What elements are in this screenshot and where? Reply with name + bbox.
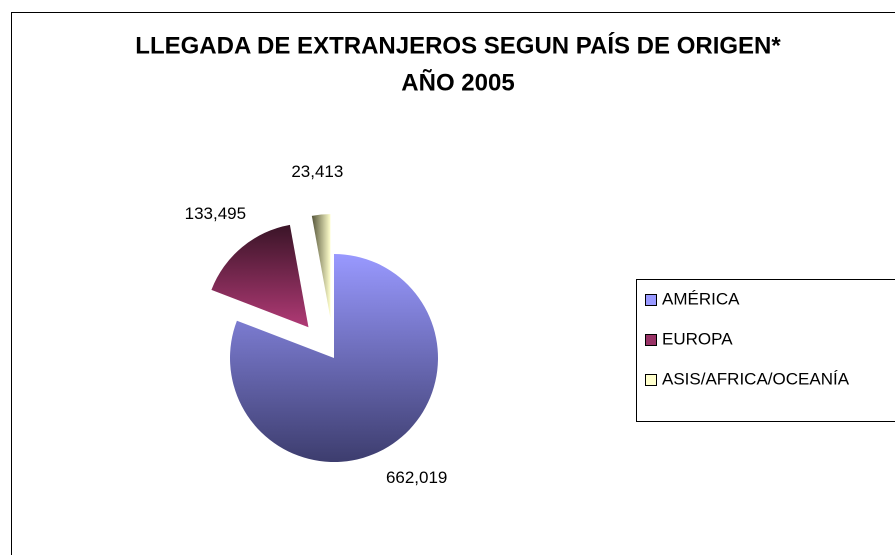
legend-swatch xyxy=(645,334,657,346)
legend-label: AMÉRICA xyxy=(662,289,740,308)
legend-box xyxy=(636,279,895,422)
legend-label: EUROPA xyxy=(662,329,733,348)
data-label: 662,019 xyxy=(386,468,447,487)
pie-slice xyxy=(230,254,438,462)
legend-swatch xyxy=(645,294,657,306)
data-label: 133,495 xyxy=(185,204,246,223)
legend-label: ASIS/AFRICA/OCEANÍA xyxy=(662,369,850,388)
legend-swatch xyxy=(645,374,657,386)
chart-title: LLEGADA DE EXTRANJEROS SEGUN PAÍS DE ORI… xyxy=(135,31,781,59)
chart-subtitle: AÑO 2005 xyxy=(401,68,514,96)
pie-slice xyxy=(211,224,309,328)
data-label: 23,413 xyxy=(291,162,343,181)
pie-slice xyxy=(311,214,331,319)
